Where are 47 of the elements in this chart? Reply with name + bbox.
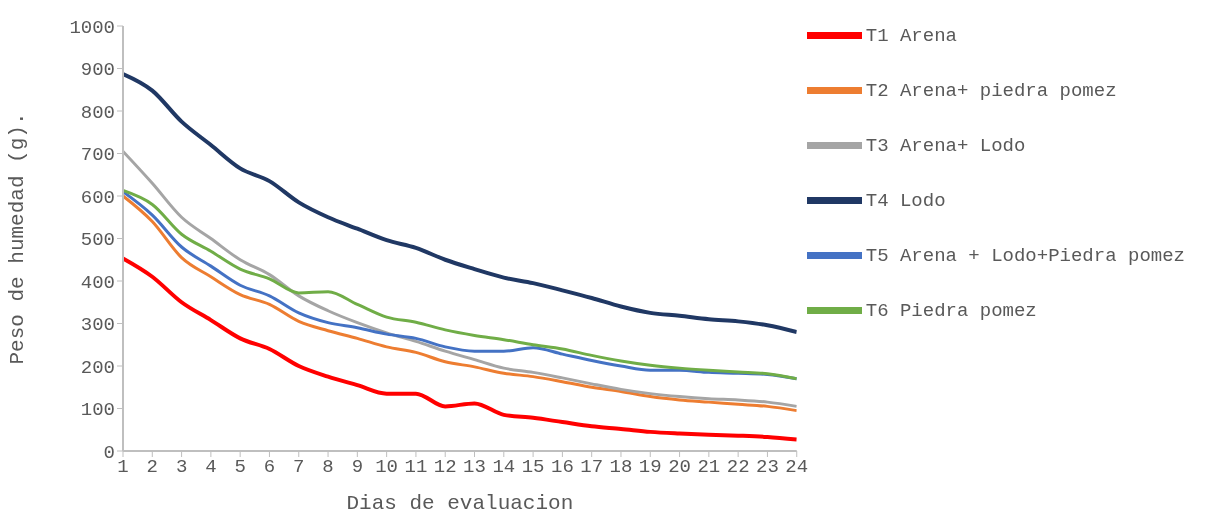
legend-label: T4 Lodo	[865, 189, 946, 212]
x-tick-label: 8	[322, 456, 334, 479]
x-tick-label: 16	[550, 456, 574, 479]
x-tick-label: 22	[726, 456, 750, 479]
y-tick-label: 1000	[69, 16, 115, 39]
x-tick-label: 12	[433, 456, 457, 479]
x-tick-label: 6	[263, 456, 276, 479]
line-series	[123, 194, 797, 413]
y-tick-label: 0	[103, 441, 115, 464]
x-tick-label: 23	[756, 456, 779, 479]
y-axis-title: Peso de humedad (g).	[6, 112, 30, 365]
x-tick-label: 10	[375, 456, 399, 479]
x-tick-label: 7	[293, 456, 305, 479]
line-series	[123, 72, 797, 334]
x-tick-label: 20	[668, 456, 691, 479]
x-tick-label: 21	[697, 456, 721, 479]
x-tick-label: 14	[492, 456, 516, 479]
x-tick-label: 19	[638, 456, 662, 479]
x-tick-label: 5	[234, 456, 246, 479]
y-tick-label: 800	[80, 101, 115, 124]
y-tick-label: 200	[80, 356, 115, 379]
x-tick-label: 15	[521, 456, 545, 479]
y-tick-label: 700	[80, 144, 115, 167]
legend-label: T1 Arena	[865, 24, 957, 47]
legend-label: T2 Arena+ piedra pomez	[865, 79, 1117, 102]
y-tick-label: 400	[80, 271, 115, 294]
legend-label: T3 Arena+ Lodo	[865, 134, 1026, 157]
x-tick-label: 1	[117, 456, 129, 479]
x-tick-label: 9	[351, 456, 364, 479]
y-tick-label: 300	[80, 314, 115, 337]
y-tick-label: 100	[80, 399, 115, 422]
legend-label: T6 Piedra pomez	[865, 299, 1037, 322]
x-tick-label: 4	[205, 456, 217, 479]
line-series	[123, 256, 797, 442]
y-tick-label: 900	[80, 59, 115, 82]
x-tick-label: 3	[175, 456, 188, 479]
x-tick-label: 17	[580, 456, 604, 479]
y-tick-label: 600	[80, 186, 115, 209]
x-tick-label: 2	[146, 456, 158, 479]
x-tick-label: 24	[785, 456, 809, 479]
x-tick-label: 11	[404, 456, 428, 479]
legend-label: T5 Arena + Lodo+Piedra pomez	[865, 244, 1185, 267]
y-tick-label: 500	[80, 229, 115, 252]
x-tick-label: 13	[463, 456, 486, 479]
x-axis-title: Dias de evaluacion	[346, 492, 574, 515]
line-series	[123, 149, 797, 408]
x-tick-label: 18	[609, 456, 633, 479]
